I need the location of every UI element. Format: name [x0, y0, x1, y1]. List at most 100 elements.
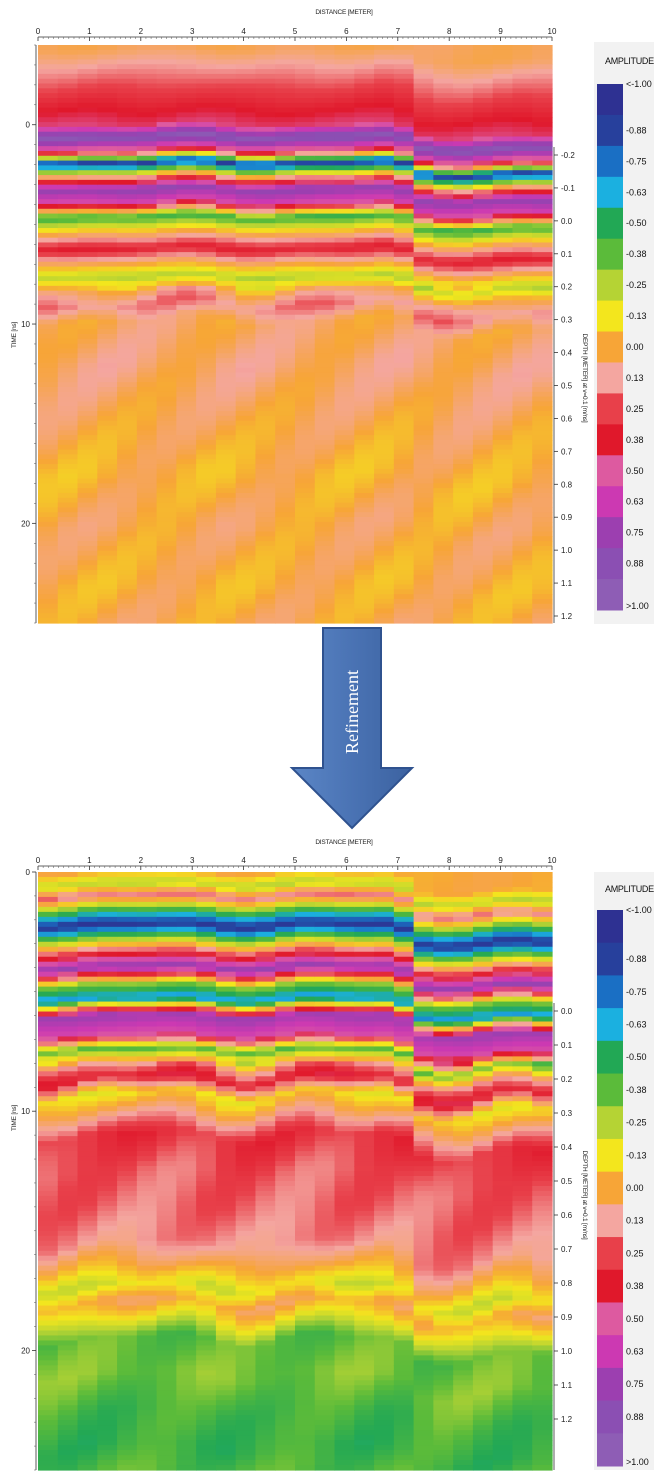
heatmap-cell	[136, 517, 158, 523]
heatmap-cell	[314, 618, 336, 624]
heatmap-cell	[255, 956, 276, 963]
heatmap-cell	[413, 449, 434, 456]
heatmap-cell	[235, 941, 257, 948]
heatmap-cell	[97, 362, 118, 369]
heatmap-cell	[215, 150, 237, 157]
heatmap-cell	[196, 1240, 217, 1247]
heatmap-cell	[532, 570, 553, 576]
heatmap-cell	[176, 1011, 197, 1018]
heatmap-cell	[314, 348, 336, 354]
heatmap-cell	[255, 1410, 276, 1416]
heatmap-cell	[512, 271, 533, 277]
heatmap-cell	[255, 309, 276, 316]
heatmap-cell	[117, 507, 138, 513]
heatmap-cell	[196, 1325, 217, 1332]
heatmap-cell	[117, 1445, 138, 1451]
heatmap-cell	[38, 271, 59, 277]
heatmap-cell	[275, 1056, 296, 1062]
heatmap-cell	[38, 1270, 59, 1277]
heatmap-cell	[176, 560, 197, 566]
heatmap-cell	[156, 242, 177, 248]
heatmap-cell	[97, 1395, 118, 1401]
heatmap-cell	[472, 459, 494, 465]
heatmap-cell	[512, 131, 533, 138]
heatmap-cell	[512, 483, 533, 489]
heatmap-cell	[433, 411, 454, 417]
heatmap-cell	[295, 391, 316, 398]
heatmap-cell	[255, 1086, 276, 1092]
heatmap-cell	[354, 618, 375, 624]
heatmap-cell	[235, 1126, 257, 1132]
heatmap-cell	[156, 343, 177, 350]
colorbar-swatch	[597, 331, 623, 363]
heatmap-cell	[97, 358, 118, 364]
heatmap-cell	[235, 1240, 257, 1247]
heatmap-cell	[334, 618, 355, 624]
heatmap-cell	[196, 565, 217, 571]
heatmap-cell	[255, 1325, 276, 1332]
heatmap-cell	[77, 1210, 98, 1217]
heatmap-cell	[136, 916, 158, 923]
heatmap-cell	[374, 218, 395, 224]
heatmap-cell	[453, 449, 474, 456]
heatmap-cell	[196, 1210, 217, 1217]
heatmap-cell	[38, 608, 59, 614]
heatmap-cell	[433, 608, 454, 614]
heatmap-cell	[275, 252, 296, 258]
heatmap-cell	[275, 1295, 296, 1302]
heatmap-cell	[354, 290, 375, 297]
heatmap-cell	[255, 951, 276, 958]
heatmap-cell	[97, 256, 118, 263]
heatmap-cell	[57, 574, 79, 581]
heatmap-cell	[492, 517, 514, 523]
heatmap-cell	[215, 1036, 237, 1043]
heatmap-cell	[393, 228, 415, 234]
heatmap-cell	[117, 208, 138, 215]
heatmap-cell	[334, 512, 355, 518]
heatmap-cell	[176, 951, 197, 958]
heatmap-cell	[215, 1071, 237, 1077]
heatmap-cell	[393, 88, 415, 94]
heatmap-cell	[196, 891, 217, 898]
heatmap-cell	[275, 560, 296, 566]
heatmap-cell	[117, 1046, 138, 1052]
heatmap-cell	[255, 112, 276, 118]
heatmap-cell	[472, 584, 494, 590]
heatmap-cell	[196, 598, 217, 605]
heatmap-cell	[255, 160, 276, 167]
colorbar-label: -0.88	[626, 125, 647, 135]
heatmap-cell	[275, 295, 296, 301]
heatmap-cell	[453, 415, 474, 422]
heatmap-cell	[77, 507, 98, 513]
heatmap-cell	[117, 88, 138, 94]
heatmap-cell	[38, 175, 59, 181]
heatmap-cell	[215, 521, 237, 528]
heatmap-cell	[176, 237, 197, 244]
heatmap-cell	[38, 1121, 59, 1127]
heatmap-cell	[117, 1051, 138, 1057]
heatmap-cell	[77, 1146, 98, 1152]
heatmap-cell	[136, 1440, 158, 1446]
heatmap-cell	[433, 228, 454, 234]
heatmap-cell	[97, 574, 118, 581]
heatmap-cell	[215, 175, 237, 181]
heatmap-cell	[374, 136, 395, 142]
heatmap-cell	[136, 1255, 158, 1262]
heatmap-cell	[176, 54, 197, 61]
x-tick-label: 2	[139, 27, 144, 36]
heatmap-cell	[374, 295, 395, 301]
y2-tick-label: 0.8	[561, 480, 573, 489]
heatmap-cell	[275, 1250, 296, 1257]
heatmap-cell	[156, 589, 177, 595]
heatmap-cell	[532, 526, 553, 533]
heatmap-cell	[196, 1101, 217, 1107]
heatmap-cell	[215, 1215, 237, 1222]
heatmap-cell	[117, 1161, 138, 1167]
heatmap-cell	[255, 1026, 276, 1033]
heatmap-cell	[532, 131, 553, 138]
heatmap-cell	[492, 175, 514, 181]
heatmap-cell	[255, 876, 276, 883]
heatmap-cell	[215, 247, 237, 253]
heatmap-cell	[374, 102, 395, 109]
heatmap-cell	[57, 348, 79, 354]
